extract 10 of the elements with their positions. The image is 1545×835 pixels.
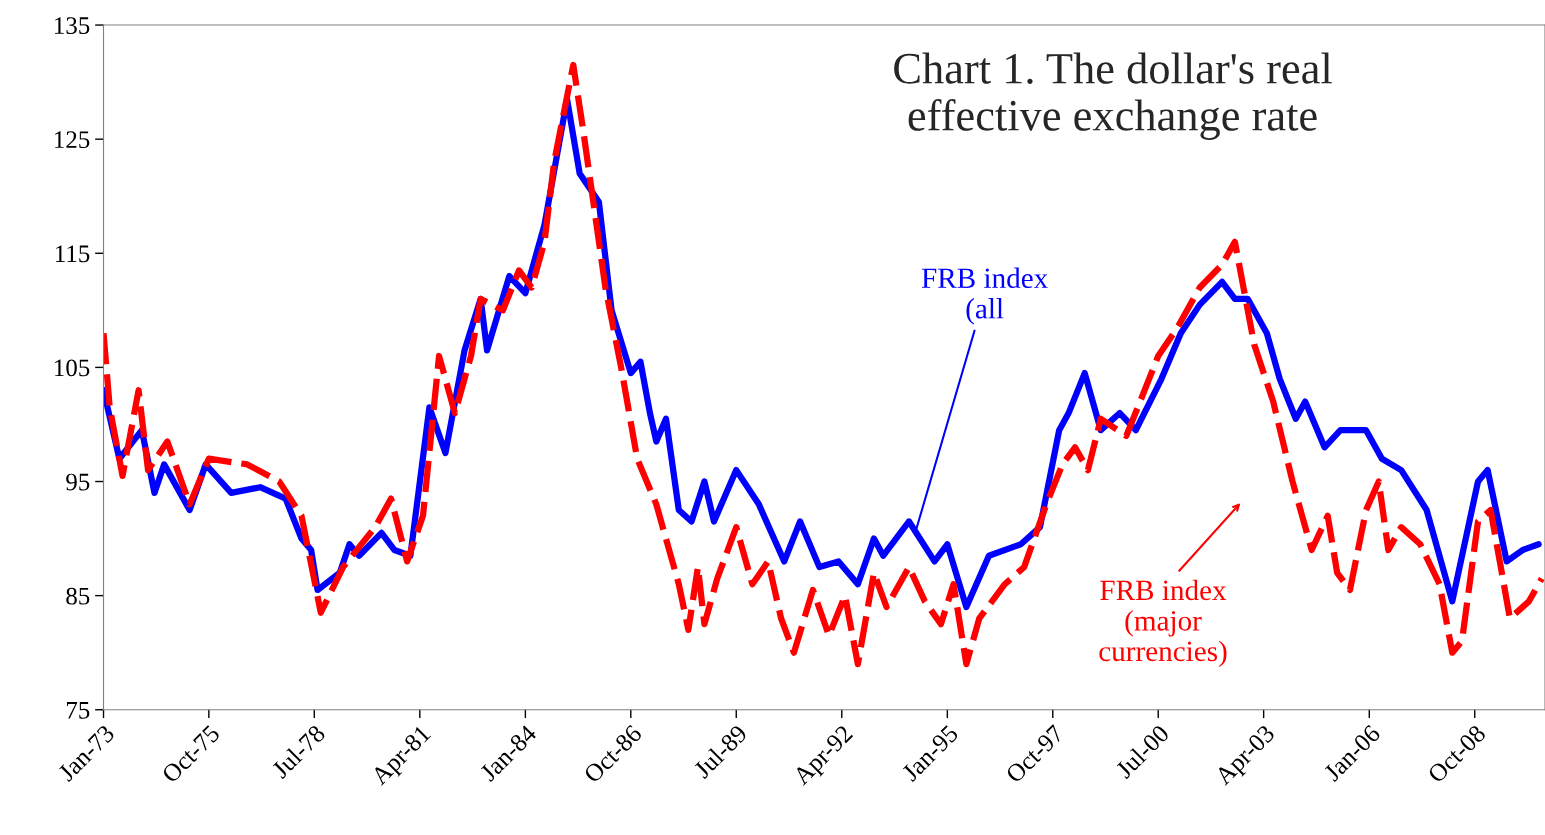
y-tick-label: 125 bbox=[55, 131, 90, 149]
y-tick-label: 115 bbox=[55, 245, 90, 263]
y-tick-label: 85 bbox=[66, 587, 90, 605]
y-tick-label: 105 bbox=[55, 359, 90, 377]
y-tick-label: 135 bbox=[55, 17, 90, 34]
y-tick-label: 75 bbox=[66, 702, 90, 719]
text: Chart 1. The dollar's real effective exchange rate bbox=[894, 52, 1332, 140]
annotation: FRB index (all bbox=[921, 267, 1048, 325]
y-tick-label: 95 bbox=[66, 473, 90, 491]
annotation: FRB index (major currencies) bbox=[1099, 579, 1227, 668]
